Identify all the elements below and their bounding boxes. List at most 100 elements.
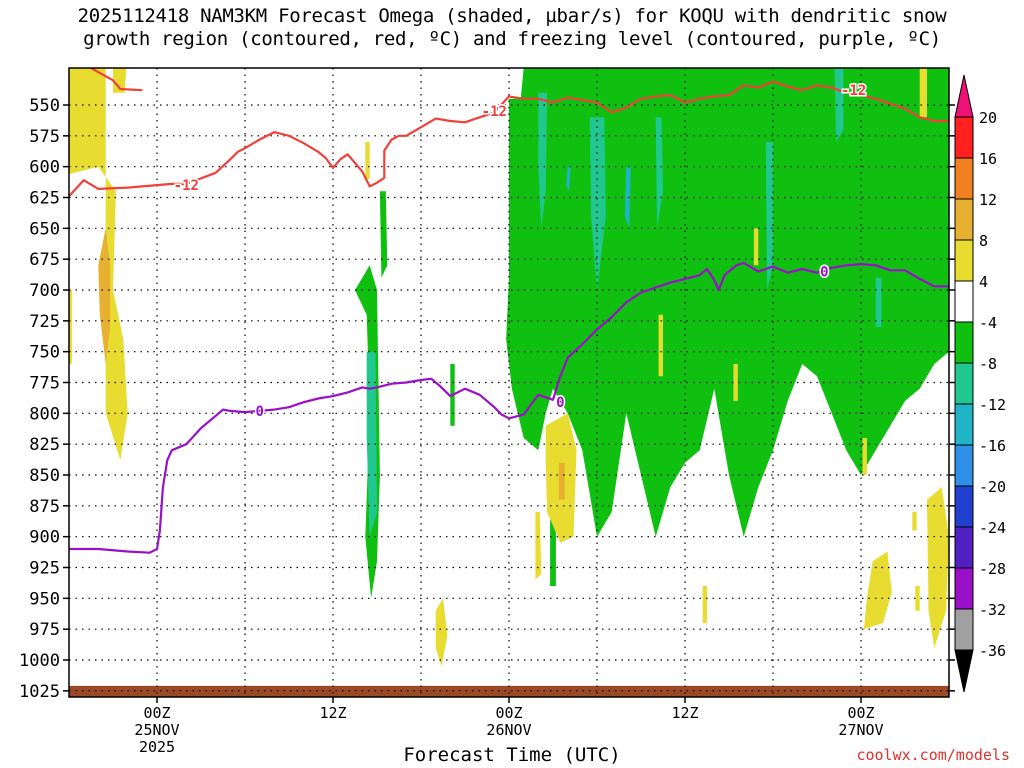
colorbar-segment-1 (954, 157, 974, 200)
colorbar-label-0: 20 (979, 109, 997, 127)
omega-region-4 (506, 68, 949, 537)
colorbar-label-10: -24 (979, 519, 1006, 537)
colorbar-label-13: -36 (979, 642, 1006, 660)
omega-region-17 (566, 166, 571, 192)
contour-label-freezing-2: 0 (556, 395, 564, 411)
omega-region-11 (655, 117, 663, 229)
contour-label-snow-1: -12 (174, 178, 199, 194)
contour-line-2 (69, 261, 949, 554)
y-tick-label-550: 550 (29, 96, 60, 116)
colorbar-segment-4 (954, 280, 974, 323)
omega-region-3 (98, 228, 111, 364)
omega-region-9 (538, 92, 548, 229)
x-tick-year-0: 2025 (139, 738, 175, 756)
omega-region-16 (624, 166, 631, 229)
omega-region-30 (862, 438, 867, 475)
y-tick-label-575: 575 (29, 127, 60, 147)
colorbar-segment-6 (954, 362, 974, 405)
x-tick-label-4: 00Z (847, 704, 874, 722)
x-axis-label: Forecast Time (UTC) (403, 744, 621, 766)
colorbar-label-9: -20 (979, 478, 1006, 496)
colorbar-segment-0 (954, 116, 974, 159)
y-tick-label-950: 950 (29, 589, 60, 609)
y-tick-label-625: 625 (29, 189, 60, 209)
contour-label-snow-2: -12 (482, 104, 507, 120)
x-tick-label-2: 00Z (495, 704, 522, 722)
y-tick-label-800: 800 (29, 404, 60, 424)
omega-region-15 (875, 277, 882, 327)
chart-title-line2: growth region (contoured, red, ºC) and f… (83, 28, 941, 50)
credit-text[interactable]: coolwx.com/models (856, 746, 1010, 764)
contour-line-1 (90, 68, 143, 92)
omega-region-25 (919, 68, 927, 118)
colorbar-bottom-arrow (954, 649, 974, 693)
omega-region-2 (113, 68, 127, 93)
y-tick-label-975: 975 (29, 620, 60, 640)
omega-region-23 (535, 512, 542, 580)
omega-region-12 (366, 351, 377, 537)
colorbar-segment-12 (954, 608, 974, 651)
omega-region-26 (365, 142, 370, 179)
colorbar-label-3: 8 (979, 232, 988, 250)
y-tick-label-600: 600 (29, 158, 60, 178)
colorbar-segment-7 (954, 403, 974, 446)
x-tick-label-1: 12Z (319, 704, 346, 722)
contour-label-snow-3: -12 (841, 83, 866, 99)
y-tick-label-725: 725 (29, 312, 60, 332)
y-tick-label-850: 850 (29, 466, 60, 486)
x-tick-date-2: 26NOV (486, 721, 531, 739)
y-tick-label-650: 650 (29, 219, 60, 239)
y-tick-label-675: 675 (29, 250, 60, 270)
x-tick-date-0: 25NOV (134, 721, 179, 739)
colorbar-label-1: 16 (979, 150, 997, 168)
colorbar-segment-9 (954, 485, 974, 528)
colorbar-segment-2 (954, 198, 974, 241)
colorbar-segment-10 (954, 526, 974, 569)
colorbar-segment-5 (954, 321, 974, 364)
y-tick-label-750: 750 (29, 343, 60, 363)
omega-region-13 (765, 142, 773, 290)
colorbar-segment-8 (954, 444, 974, 487)
x-tick-date-4: 27NOV (838, 721, 883, 739)
colorbar-label-5: -4 (979, 314, 997, 332)
omega-region-10 (589, 117, 606, 290)
colorbar-label-6: -8 (979, 355, 997, 373)
chart-title-line1: 2025112418 NAM3KM Forecast Omega (shaded… (77, 5, 947, 27)
contour-label-freezing-1: 0 (255, 404, 263, 420)
omega-region-20 (435, 598, 448, 667)
colorbar-label-7: -12 (979, 396, 1006, 414)
omega-region-31 (753, 228, 759, 266)
y-tick-label-825: 825 (29, 435, 60, 455)
omega-region-21 (863, 551, 892, 630)
omega-region-22 (927, 487, 949, 648)
x-tick-label-3: 12Z (671, 704, 698, 722)
terrain-surface (69, 685, 949, 697)
y-tick-label-925: 925 (29, 559, 60, 579)
contour-label-freezing-3: 0 (820, 265, 828, 281)
y-tick-label-900: 900 (29, 528, 60, 548)
y-tick-label-1000: 1000 (19, 651, 60, 671)
omega-region-19 (558, 462, 565, 500)
omega-region-14 (834, 68, 844, 142)
colorbar-label-2: 12 (979, 191, 997, 209)
y-tick-label-875: 875 (29, 497, 60, 517)
omega-region-28 (915, 586, 920, 611)
omega-region-0 (69, 68, 128, 461)
omega-region-6 (379, 191, 388, 278)
x-tick-label-0: 00Z (143, 704, 170, 722)
y-tick-label-775: 775 (29, 374, 60, 394)
omega-region-29 (912, 512, 917, 531)
omega-region-24 (702, 586, 707, 623)
colorbar-label-4: 4 (979, 273, 988, 291)
colorbar-label-8: -16 (979, 437, 1006, 455)
colorbar-top-arrow (954, 74, 974, 118)
omega-region-27 (658, 314, 663, 377)
colorbar-segment-11 (954, 567, 974, 610)
omega-region-32 (733, 364, 738, 401)
plot-layers: -12 -12 -12 0 0 0 (69, 68, 949, 697)
colorbar-label-11: -28 (979, 560, 1006, 578)
colorbar-segment-3 (954, 239, 974, 282)
contour-line-0 (69, 80, 949, 198)
y-tick-label-1025: 1025 (19, 682, 60, 702)
